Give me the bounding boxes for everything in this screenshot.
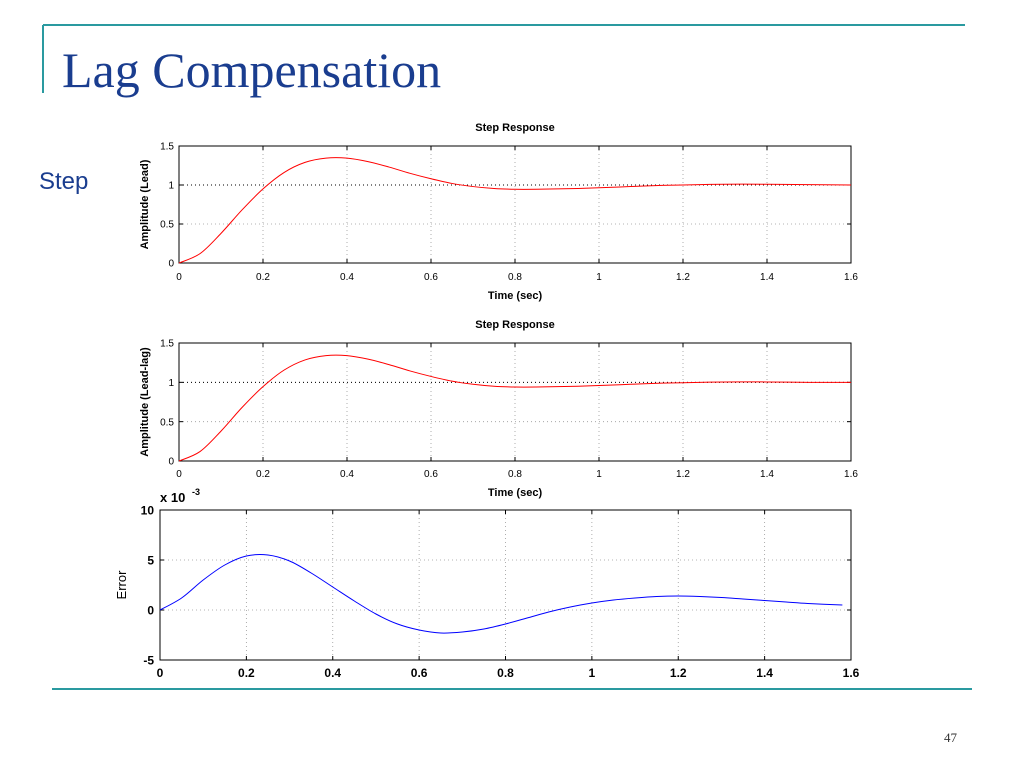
error-ytick-label: -5 [143, 653, 154, 667]
leadlag-xtick-label: 1 [596, 469, 602, 480]
lead-xtick-label: 1.2 [676, 272, 690, 283]
error-ytick-label: 10 [141, 503, 155, 517]
lead-xtick-label: 0.4 [340, 272, 354, 283]
leadlag-xtick-label: 1.2 [676, 469, 690, 480]
lead-chart-title: Step Response [475, 122, 554, 134]
error-xtick-label: 1.4 [756, 666, 773, 680]
lead-xtick-label: 1.6 [844, 272, 858, 283]
error-xtick-label: 0.6 [411, 666, 428, 680]
leadlag-y-axis-label: Amplitude (Lead-lag) [139, 347, 151, 457]
lead-ytick-label: 0.5 [160, 220, 174, 231]
lead-x-axis-label: Time (sec) [488, 290, 543, 302]
bullet-step: Step [39, 168, 89, 195]
error-xtick-label: 0 [157, 666, 164, 680]
leadlag-chart-title: Step Response [475, 319, 554, 331]
error-ytick-label: 5 [147, 553, 154, 567]
leadlag-xtick-label: 0.4 [340, 469, 354, 480]
error-plot-area [159, 509, 852, 661]
leadlag-ytick-label: 1 [168, 378, 174, 389]
error-xtick-label: 0.8 [497, 666, 514, 680]
lead-ytick-label: 0 [168, 259, 174, 270]
leadlag-xtick-label: 0 [176, 469, 182, 480]
error-xtick-label: 0.2 [238, 666, 255, 680]
lead-ytick-label: 1.5 [160, 142, 174, 153]
leadlag-ytick-label: 1.5 [160, 339, 174, 350]
page-number: 47 [944, 730, 957, 745]
lead-series-line-0 [178, 157, 852, 264]
lead-y-axis-label: Amplitude (Lead) [139, 159, 151, 249]
leadlag-xtick-label: 1.4 [760, 469, 774, 480]
error-ytick-label: 0 [147, 603, 154, 617]
error-xtick-label: 1 [589, 666, 596, 680]
lead-xtick-label: 0 [176, 272, 182, 283]
error-xtick-label: 0.4 [324, 666, 341, 680]
lead-xtick-label: 1 [596, 272, 602, 283]
lead-ytick-label: 1 [168, 181, 174, 192]
error-scale-exponent: -3 [192, 487, 200, 497]
lead-xtick-label: 0.6 [424, 272, 438, 283]
error-y-axis-label: Error [114, 570, 129, 600]
leadlag-xtick-label: 0.2 [256, 469, 270, 480]
leadlag-ytick-label: 0.5 [160, 417, 174, 428]
leadlag-xtick-label: 0.6 [424, 469, 438, 480]
lead-plot-area [178, 145, 852, 264]
error-series-line-0 [159, 554, 843, 634]
error-scale-label: x 10 [160, 490, 185, 505]
leadlag-xtick-label: 0.8 [508, 469, 522, 480]
leadlag-series-line-0 [178, 354, 852, 462]
leadlag-xtick-label: 1.6 [844, 469, 858, 480]
error-xtick-label: 1.6 [843, 666, 860, 680]
lead-xtick-label: 0.8 [508, 272, 522, 283]
leadlag-plot-area [178, 342, 852, 462]
lead-xtick-label: 1.4 [760, 272, 774, 283]
leadlag-ytick-label: 0 [168, 457, 174, 468]
lead-xtick-label: 0.2 [256, 272, 270, 283]
slide-title: Lag Compensation [62, 42, 442, 98]
error-xtick-label: 1.2 [670, 666, 687, 680]
leadlag-x-axis-label: Time (sec) [488, 487, 543, 499]
